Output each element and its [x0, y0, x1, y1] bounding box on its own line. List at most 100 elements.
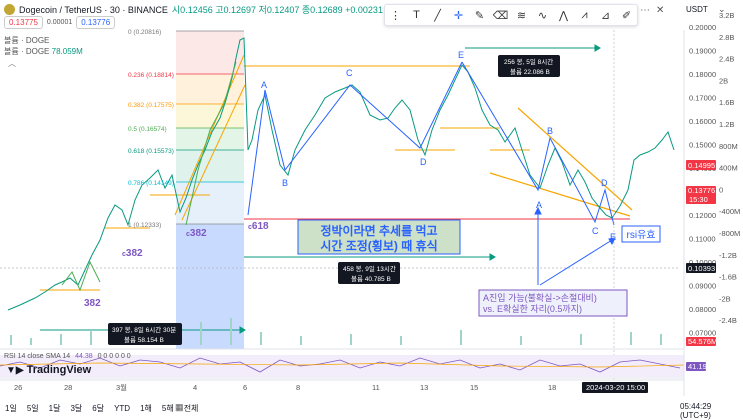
time-axis-label: 8: [296, 383, 300, 392]
wave-label-C1: C: [346, 68, 353, 78]
fib-level-label: 1 (0.12333): [128, 222, 161, 229]
collapse-indicators-icon[interactable]: ︿: [8, 59, 16, 68]
measure-box-3[interactable]: 397 봉, 8일 6시간 30분 볼륨 58.154 B: [108, 323, 182, 345]
ruler-icon[interactable]: ⊿: [600, 9, 611, 22]
elliott-icon[interactable]: ⋀: [558, 9, 569, 22]
eraser-icon[interactable]: ⌫: [492, 9, 509, 22]
wave-label-B1: B: [282, 178, 288, 188]
measure-box-2[interactable]: 458 봉, 9일 13시간 볼륨 40.785 B: [338, 262, 400, 284]
rsi-note[interactable]: rsi유효: [621, 225, 661, 243]
dogecoin-icon: [4, 4, 15, 15]
volume-axis-label: 1.6B: [719, 98, 734, 107]
brush-icon[interactable]: ✎: [474, 9, 485, 22]
time-axis-label: 26: [14, 383, 22, 392]
wave-label-E2: E: [610, 232, 616, 242]
fib-level-label: 0.382 (0.17575): [128, 102, 174, 109]
timeframe-button[interactable]: 5해: [161, 403, 174, 413]
svg-text:c382: c382: [122, 248, 143, 259]
volume-indicator-2[interactable]: 볼륨 · DOGE 78.059M: [4, 47, 83, 56]
volume-axis: 3.2B 2.8B 2.4B 2B 1.6B 1.2B 800M 400M 0 -400M -800…: [719, 11, 740, 325]
clock-display[interactable]: 05:44:29 (UTC+9): [680, 402, 712, 420]
wave-pattern-1[interactable]: [247, 61, 463, 216]
wave-icon[interactable]: ∿: [537, 9, 548, 22]
sell-price-button[interactable]: 0.13775: [4, 16, 43, 29]
timeframe-button[interactable]: 전체: [183, 403, 199, 413]
time-axis-label: 6: [243, 383, 247, 392]
symbol-title[interactable]: Dogecoin / TetherUS · 30 · BINANCE: [19, 4, 168, 15]
fib-level-label: 0.786 (0.14149): [128, 180, 174, 187]
chevron-down-icon[interactable]: ⌄: [718, 4, 726, 14]
rsi-value: 44.38: [75, 353, 93, 360]
timeframe-button[interactable]: 1달: [48, 403, 61, 413]
wedge-lower-line[interactable]: [489, 172, 631, 217]
svg-text:397 봉, 8일 6시간 30분: 397 봉, 8일 6시간 30분: [112, 325, 176, 334]
measure-box-1[interactable]: 256 봉, 5일 8시간 볼륨 22.086 B: [498, 55, 560, 77]
price-axis-label: 0.07000: [689, 329, 716, 338]
crosshair-icon[interactable]: ✛: [453, 9, 464, 22]
price-series: [7, 37, 675, 311]
fib-icon[interactable]: ⩘: [581, 8, 588, 21]
price-axis-label: 0.20000: [689, 23, 716, 32]
timeframe-button[interactable]: 3달: [70, 403, 83, 413]
fib-zone-1: [176, 74, 244, 104]
tradingview-logo[interactable]: ▼▶ TradingView: [6, 364, 92, 376]
wave-pattern-2[interactable]: [461, 61, 615, 226]
c618-label: 618: [252, 221, 269, 232]
fib-zone-range: [176, 224, 244, 349]
volume-axis-label: -400M: [719, 207, 740, 216]
c382-label-c: 382: [84, 298, 101, 309]
tv-icon: ▼▶: [6, 364, 24, 376]
more-icon[interactable]: ⋯: [640, 5, 650, 16]
currency-label[interactable]: USDT: [686, 5, 708, 14]
price-axis-label: 0.17000: [689, 94, 716, 103]
text-icon[interactable]: T: [413, 9, 420, 21]
time-axis-label: 13: [420, 383, 428, 392]
volume-axis-label: 2.8B: [719, 33, 734, 42]
price-tag-time: 15:30: [689, 195, 708, 204]
svg-text:볼륨 22.086 B: 볼륨 22.086 B: [510, 67, 550, 76]
calendar-icon[interactable]: ▦: [175, 402, 184, 412]
volume-axis-label: 1.2B: [719, 120, 734, 129]
trendline-icon[interactable]: ╱: [434, 9, 441, 22]
svg-text:rsi유효: rsi유효: [627, 229, 656, 241]
buy-price-button[interactable]: 0.13776: [76, 16, 116, 29]
price-tag-now: 0.13776: [688, 186, 715, 195]
volume-axis-label: 800M: [719, 142, 738, 151]
volume-axis-label: -1.2B: [719, 251, 737, 260]
main-annotation[interactable]: 정박이라면 추세를 먹고 시간 조정(횡보) 때 휴식: [297, 219, 461, 255]
order-panel: 0.13775 0.00001 0.13776: [4, 16, 116, 29]
wave-label-D1: D: [420, 157, 427, 167]
rsi-tag: 54.576M: [688, 337, 717, 346]
pattern-icon[interactable]: ≋: [516, 9, 527, 22]
price-axis-label: 0.18000: [689, 70, 716, 79]
timeframe-button[interactable]: 6달: [92, 403, 105, 413]
rsi-value-tag: 41.19: [688, 362, 707, 371]
volume-axis-label: -1.6B: [719, 273, 737, 282]
svg-text:vs. E확실한 자리(0.5까지): vs. E확실한 자리(0.5까지): [483, 303, 582, 314]
volume-axis-label: 2.4B: [719, 55, 734, 64]
timeframe-button[interactable]: YTD: [114, 403, 131, 413]
timeframe-bar: 1일 5일 1달 3달 6달 YTD 1해 5해 전체: [0, 398, 743, 418]
volume-axis-label: 400M: [719, 164, 738, 173]
spread-value: 0.00001: [46, 19, 73, 26]
entry-note[interactable]: A진입 가능(불확실->손절대비) vs. E확실한 자리(0.5까지): [478, 289, 628, 317]
symbol-header: Dogecoin / TetherUS · 30 · BINANCE 시0.12…: [4, 3, 422, 16]
grip-icon[interactable]: ⋮: [390, 9, 401, 22]
wedge-upper-line[interactable]: [517, 107, 633, 211]
time-axis-label: 15: [470, 383, 478, 392]
close-icon[interactable]: ✕: [656, 5, 665, 16]
timeframe-button[interactable]: 1해: [140, 403, 152, 413]
fib-level-label: 0.236 (0.18814): [128, 72, 174, 79]
price-axis-label: 0.15000: [689, 141, 716, 150]
fib-zone-4: [176, 150, 244, 182]
pencil-icon[interactable]: ✐: [621, 9, 632, 22]
time-axis-label: 3월: [116, 382, 127, 392]
price-axis-label: 0.10000: [689, 258, 716, 267]
timeframe-button[interactable]: 1일: [5, 403, 17, 413]
timeframe-button[interactable]: 5일: [26, 403, 39, 413]
svg-text:c618: c618: [248, 221, 269, 232]
wave-label-D2: D: [601, 178, 608, 188]
volume-indicator-1[interactable]: 볼륨 · DOGE: [4, 36, 50, 45]
drawing-toolbar: ⋮ T ╱ ✛ ✎ ⌫ ≋ ∿ ⋀ ⩘ ⊿ ✐: [384, 4, 638, 26]
